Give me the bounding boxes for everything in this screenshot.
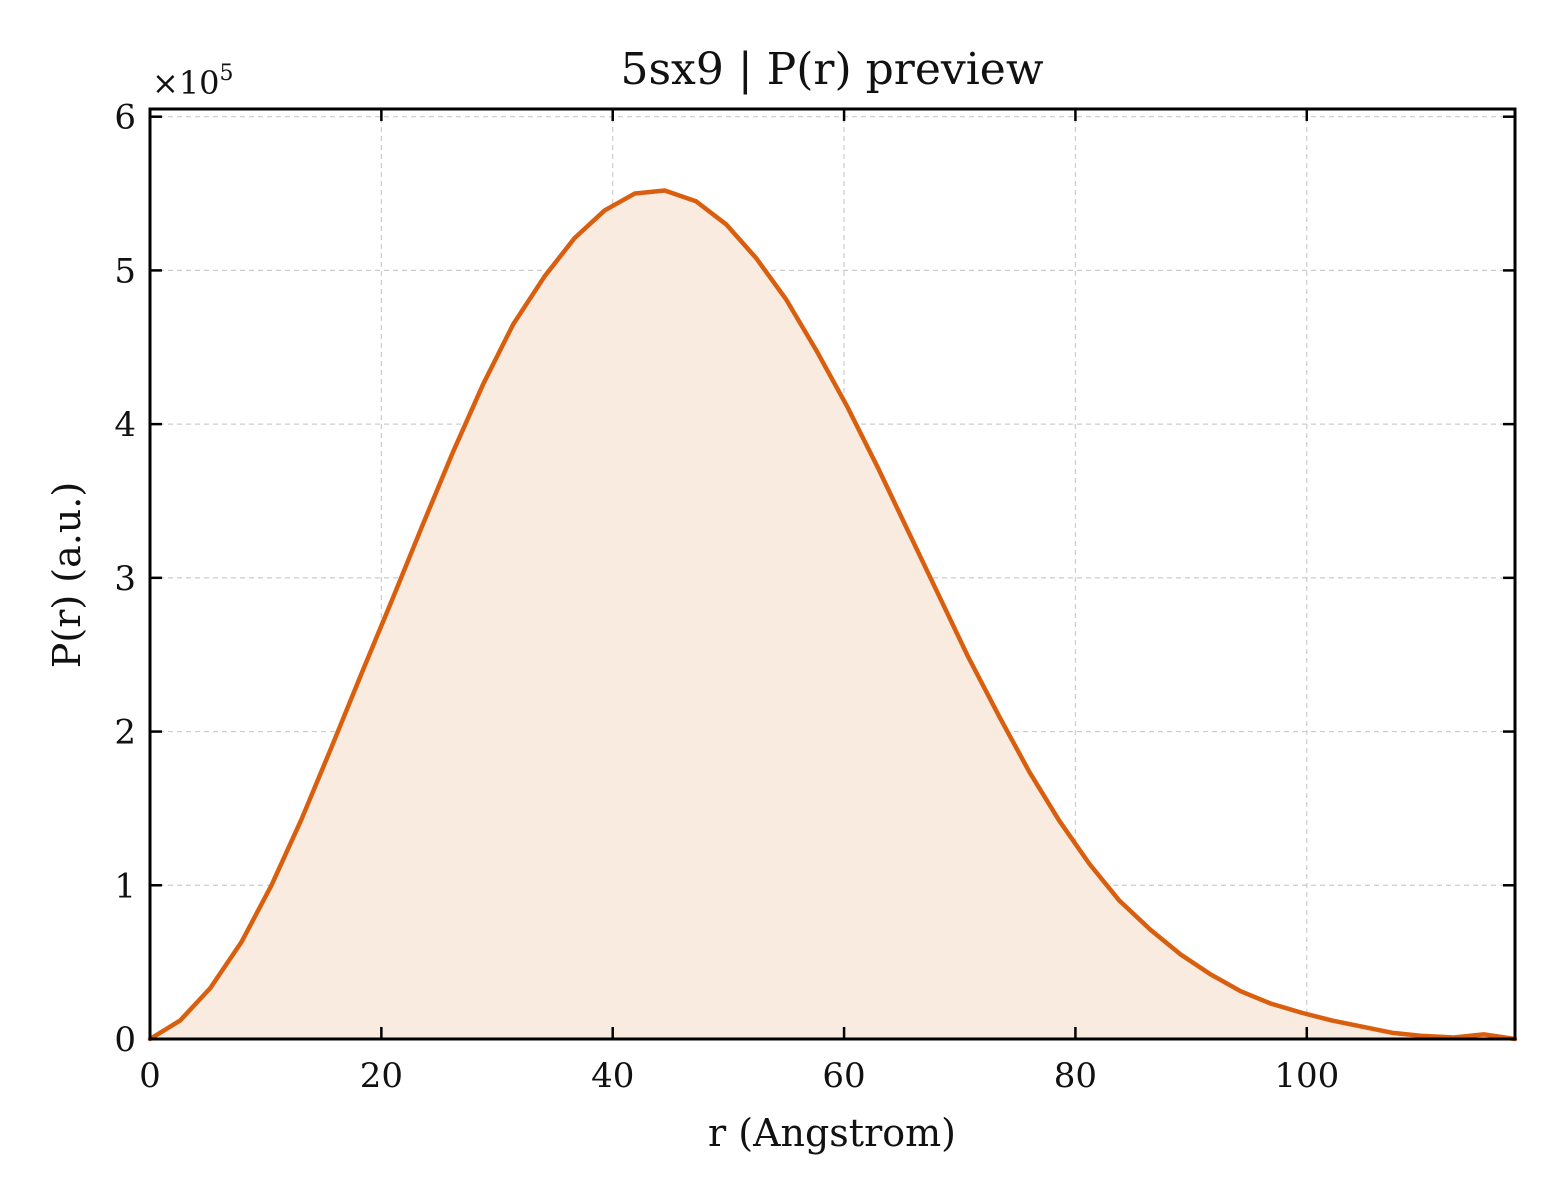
x-tick-label: 20 xyxy=(360,1056,403,1096)
x-tick-label: 40 xyxy=(591,1056,634,1096)
y-axis-label: P(r) (a.u.) xyxy=(45,482,89,668)
y-tick-label: 4 xyxy=(114,405,136,445)
plot-frame xyxy=(148,107,1517,1041)
chart-title: 5sx9 | P(r) preview xyxy=(620,44,1043,95)
y-tick-label: 3 xyxy=(114,559,136,599)
multiplier-base: ×10 xyxy=(152,64,220,102)
y-tick-label: 1 xyxy=(114,866,136,906)
y-tick-label: 2 xyxy=(114,713,136,753)
y-tick-label: 5 xyxy=(114,251,136,291)
y-tick-label: 0 xyxy=(114,1020,136,1060)
y-tick-label: 6 xyxy=(114,98,136,138)
series-line xyxy=(147,188,1518,1042)
x-tick-label: 100 xyxy=(1274,1056,1339,1096)
y-axis-multiplier: ×105 xyxy=(152,61,234,102)
tick-labels: 0 20 40 60 80 100 0 1 2 3 4 5 6 xyxy=(114,98,1339,1096)
x-tick-label: 0 xyxy=(139,1056,161,1096)
x-tick-label: 60 xyxy=(822,1056,865,1096)
x-tick-label: 80 xyxy=(1054,1056,1097,1096)
multiplier-exponent: 5 xyxy=(220,61,234,86)
series-area-fill xyxy=(150,190,1515,1040)
axis-ticks xyxy=(148,109,1515,1041)
x-axis-label: r (Angstrom) xyxy=(708,1111,956,1155)
